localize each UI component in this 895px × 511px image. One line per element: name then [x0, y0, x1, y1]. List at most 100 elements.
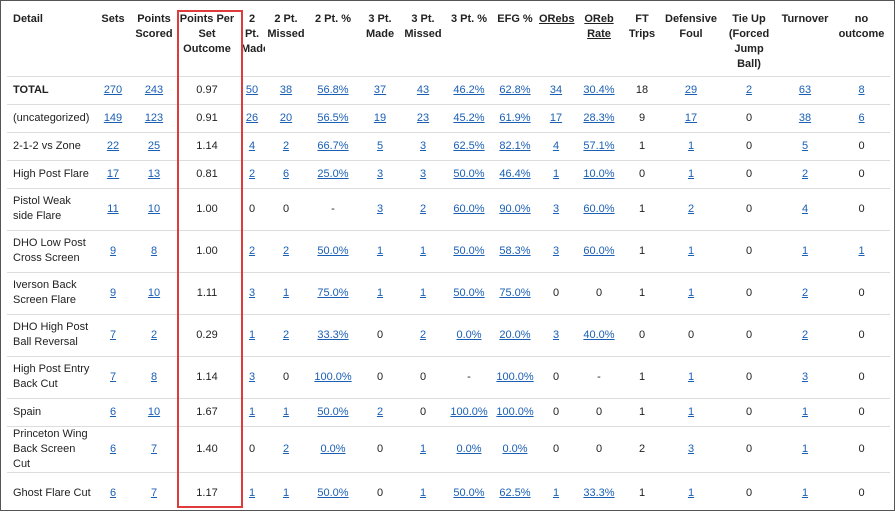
cell-link-to[interactable]: 4	[801, 202, 809, 215]
cell-link-p2pct[interactable]: 66.7%	[317, 139, 349, 152]
cell-link-efg[interactable]: 62.5%	[499, 486, 531, 499]
cell-link-p3pct[interactable]: 50.0%	[453, 167, 485, 180]
cell-link-p3x[interactable]: 1	[419, 286, 427, 299]
cell-link-sets[interactable]: 9	[109, 286, 117, 299]
cell-link-to[interactable]: 3	[801, 370, 809, 383]
cell-link-sets[interactable]: 11	[107, 202, 119, 215]
cell-link-p2x[interactable]: 20	[279, 111, 293, 124]
cell-link-efg[interactable]: 100.0%	[496, 370, 534, 383]
cell-link-p2m[interactable]: 1	[248, 486, 256, 499]
cell-link-orebr[interactable]: 33.3%	[583, 486, 615, 499]
cell-link-p2m[interactable]: 1	[248, 328, 256, 341]
cell-link-to[interactable]: 1	[801, 442, 809, 455]
cell-link-def[interactable]: 1	[687, 167, 695, 180]
cell-link-p2pct[interactable]: 50.0%	[317, 486, 349, 499]
cell-link-def[interactable]: 1	[687, 286, 695, 299]
cell-link-p2pct[interactable]: 56.8%	[317, 83, 349, 96]
cell-link-p2m[interactable]: 2	[248, 167, 256, 180]
cell-link-orebr[interactable]: 28.3%	[583, 111, 615, 124]
cell-link-p3x[interactable]: 2	[419, 328, 427, 341]
cell-link-pts[interactable]: 10	[147, 405, 161, 418]
cell-link-p2m[interactable]: 2	[248, 244, 256, 257]
cell-link-to[interactable]: 38	[798, 111, 812, 124]
cell-link-def[interactable]: 17	[684, 111, 698, 124]
cell-link-p3m[interactable]: 37	[373, 83, 387, 96]
cell-link-p2pct[interactable]: 100.0%	[314, 370, 352, 383]
cell-link-oreb[interactable]: 1	[552, 167, 560, 180]
cell-link-orebr[interactable]: 60.0%	[583, 202, 615, 215]
cell-link-p3x[interactable]: 1	[419, 486, 427, 499]
cell-link-pts[interactable]: 7	[150, 442, 158, 455]
cell-link-p3x[interactable]: 1	[419, 244, 427, 257]
cell-link-pts[interactable]: 13	[147, 167, 161, 180]
cell-link-orebr[interactable]: 10.0%	[583, 167, 615, 180]
cell-link-p2m[interactable]: 3	[248, 286, 256, 299]
cell-link-p3m[interactable]: 2	[376, 405, 384, 418]
cell-link-to[interactable]: 1	[801, 486, 809, 499]
cell-link-p2pct[interactable]: 75.0%	[317, 286, 349, 299]
cell-link-p3x[interactable]: 3	[419, 139, 427, 152]
cell-link-to[interactable]: 5	[801, 139, 809, 152]
cell-link-p2m[interactable]: 3	[248, 370, 256, 383]
cell-link-p3pct[interactable]: 46.2%	[453, 83, 485, 96]
cell-link-sets[interactable]: 6	[109, 405, 117, 418]
cell-link-sets[interactable]: 17	[106, 167, 120, 180]
cell-link-pts[interactable]: 2	[150, 328, 158, 341]
cell-link-p2x[interactable]: 2	[282, 328, 290, 341]
cell-link-efg[interactable]: 20.0%	[499, 328, 531, 341]
cell-link-efg[interactable]: 75.0%	[499, 286, 531, 299]
cell-link-def[interactable]: 2	[687, 202, 695, 215]
cell-link-p3pct[interactable]: 50.0%	[453, 244, 485, 257]
cell-link-efg[interactable]: 90.0%	[499, 202, 531, 215]
cell-link-to[interactable]: 2	[801, 328, 809, 341]
cell-link-p3m[interactable]: 1	[376, 286, 384, 299]
cell-link-to[interactable]: 1	[801, 244, 809, 257]
cell-link-tie[interactable]: 2	[745, 83, 753, 96]
cell-link-p3pct[interactable]: 0.0%	[456, 328, 482, 341]
cell-link-pts[interactable]: 243	[144, 83, 164, 96]
cell-link-pts[interactable]: 7	[150, 486, 158, 499]
cell-link-orebr[interactable]: 57.1%	[583, 139, 615, 152]
column-header-oreb[interactable]: ORebs	[537, 6, 575, 77]
cell-link-oreb[interactable]: 1	[552, 486, 560, 499]
cell-link-pts[interactable]: 8	[150, 370, 158, 383]
cell-link-oreb[interactable]: 17	[549, 111, 563, 124]
cell-link-efg[interactable]: 61.9%	[499, 111, 531, 124]
cell-link-oreb[interactable]: 4	[552, 139, 560, 152]
cell-link-def[interactable]: 1	[687, 370, 695, 383]
cell-link-efg[interactable]: 62.8%	[499, 83, 531, 96]
cell-link-efg[interactable]: 58.3%	[499, 244, 531, 257]
cell-link-to[interactable]: 63	[798, 83, 812, 96]
cell-link-sets[interactable]: 6	[109, 442, 117, 455]
cell-link-sets[interactable]: 7	[109, 370, 117, 383]
cell-link-orebr[interactable]: 40.0%	[583, 328, 615, 341]
cell-link-p2pct[interactable]: 50.0%	[317, 405, 349, 418]
cell-link-p2x[interactable]: 2	[282, 139, 290, 152]
cell-link-p3pct[interactable]: 60.0%	[453, 202, 485, 215]
cell-link-p3x[interactable]: 43	[416, 83, 430, 96]
cell-link-sets[interactable]: 270	[103, 83, 123, 96]
cell-link-pts[interactable]: 25	[147, 139, 161, 152]
cell-link-pts[interactable]: 8	[150, 244, 158, 257]
cell-link-p3pct[interactable]: 45.2%	[453, 111, 485, 124]
cell-link-p3m[interactable]: 19	[373, 111, 387, 124]
cell-link-to[interactable]: 1	[801, 405, 809, 418]
cell-link-def[interactable]: 3	[687, 442, 695, 455]
cell-link-p2x[interactable]: 1	[282, 405, 290, 418]
cell-link-p2x[interactable]: 1	[282, 486, 290, 499]
cell-link-orebr[interactable]: 60.0%	[583, 244, 615, 257]
cell-link-oreb[interactable]: 3	[552, 202, 560, 215]
cell-link-p2pct[interactable]: 56.5%	[317, 111, 349, 124]
cell-link-sets[interactable]: 9	[109, 244, 117, 257]
cell-link-efg[interactable]: 46.4%	[499, 167, 531, 180]
cell-link-orebr[interactable]: 30.4%	[583, 83, 615, 96]
cell-link-p3x[interactable]: 3	[419, 167, 427, 180]
cell-link-p2x[interactable]: 1	[282, 286, 290, 299]
cell-link-noout[interactable]: 6	[858, 111, 865, 124]
cell-link-pts[interactable]: 10	[147, 286, 161, 299]
cell-link-p2x[interactable]: 2	[282, 442, 290, 455]
cell-link-noout[interactable]: 1	[858, 244, 865, 257]
cell-link-p2x[interactable]: 2	[282, 244, 290, 257]
cell-link-p2m[interactable]: 50	[245, 83, 259, 96]
cell-link-p2pct[interactable]: 50.0%	[317, 244, 349, 257]
